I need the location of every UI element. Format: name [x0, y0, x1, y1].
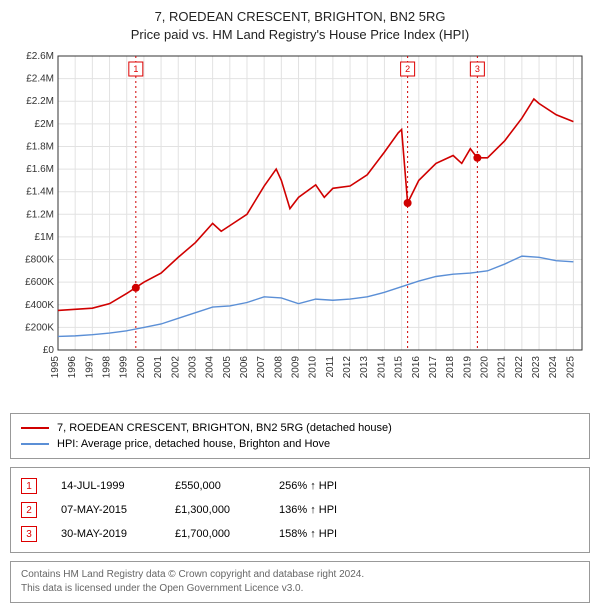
- svg-text:2015: 2015: [394, 356, 405, 379]
- title-line-2: Price paid vs. HM Land Registry's House …: [10, 26, 590, 44]
- svg-text:2006: 2006: [239, 356, 250, 379]
- svg-text:1999: 1999: [119, 356, 130, 379]
- svg-text:2009: 2009: [291, 356, 302, 379]
- svg-text:£1.8M: £1.8M: [26, 142, 54, 153]
- svg-text:1995: 1995: [50, 356, 61, 379]
- svg-text:2023: 2023: [531, 356, 542, 379]
- svg-text:2000: 2000: [136, 356, 147, 379]
- svg-text:1996: 1996: [67, 356, 78, 379]
- svg-text:£600K: £600K: [25, 278, 54, 289]
- svg-text:£2.2M: £2.2M: [26, 97, 54, 108]
- svg-text:£1.6M: £1.6M: [26, 164, 54, 175]
- legend-item: HPI: Average price, detached house, Brig…: [21, 436, 579, 452]
- svg-text:2002: 2002: [170, 356, 181, 379]
- svg-text:2021: 2021: [497, 356, 508, 379]
- svg-text:£1.2M: £1.2M: [26, 210, 54, 221]
- svg-text:2019: 2019: [462, 356, 473, 379]
- tx-hpi: 256% ↑ HPI: [279, 480, 379, 492]
- svg-text:£2.6M: £2.6M: [26, 51, 54, 62]
- svg-text:1997: 1997: [84, 356, 95, 379]
- tx-marker: 3: [21, 526, 37, 542]
- svg-text:2025: 2025: [565, 356, 576, 379]
- svg-text:£0: £0: [43, 345, 55, 356]
- tx-marker: 2: [21, 502, 37, 518]
- tx-date: 07-MAY-2015: [61, 504, 151, 516]
- chart-area: £0 £200K £400K £600K £800K £1M £1.2M £1.4M £1.6M…: [10, 50, 590, 405]
- footer-line: This data is licensed under the Open Gov…: [21, 582, 579, 596]
- svg-text:£2.4M: £2.4M: [26, 74, 54, 85]
- svg-text:2: 2: [405, 64, 410, 74]
- svg-text:£400K: £400K: [25, 300, 54, 311]
- legend-item: 7, ROEDEAN CRESCENT, BRIGHTON, BN2 5RG (…: [21, 420, 579, 436]
- footer-line: Contains HM Land Registry data © Crown c…: [21, 568, 579, 582]
- svg-text:2010: 2010: [308, 356, 319, 379]
- svg-text:2008: 2008: [273, 356, 284, 379]
- tx-date: 14-JUL-1999: [61, 480, 151, 492]
- svg-text:2001: 2001: [153, 356, 164, 379]
- svg-text:2012: 2012: [342, 356, 353, 379]
- table-row: 1 14-JUL-1999 £550,000 256% ↑ HPI: [21, 474, 579, 498]
- svg-text:2017: 2017: [428, 356, 439, 379]
- svg-text:2020: 2020: [480, 356, 491, 379]
- table-row: 3 30-MAY-2019 £1,700,000 158% ↑ HPI: [21, 522, 579, 546]
- svg-text:2005: 2005: [222, 356, 233, 379]
- svg-text:1998: 1998: [102, 356, 113, 379]
- legend-label: 7, ROEDEAN CRESCENT, BRIGHTON, BN2 5RG (…: [57, 422, 392, 434]
- tx-date: 30-MAY-2019: [61, 528, 151, 540]
- svg-text:£800K: £800K: [25, 255, 54, 266]
- tx-hpi: 136% ↑ HPI: [279, 504, 379, 516]
- footer: Contains HM Land Registry data © Crown c…: [10, 561, 590, 603]
- transactions-table: 1 14-JUL-1999 £550,000 256% ↑ HPI 2 07-M…: [10, 467, 590, 553]
- svg-text:1: 1: [133, 64, 138, 74]
- svg-text:£1.4M: £1.4M: [26, 187, 54, 198]
- svg-text:2016: 2016: [411, 356, 422, 379]
- svg-text:2004: 2004: [205, 356, 216, 379]
- svg-text:2024: 2024: [548, 356, 559, 379]
- chart-container: 7, ROEDEAN CRESCENT, BRIGHTON, BN2 5RG P…: [0, 0, 600, 613]
- svg-text:2014: 2014: [376, 356, 387, 379]
- line-chart-svg: £0 £200K £400K £600K £800K £1M £1.2M £1.4M £1.6M…: [10, 50, 590, 405]
- svg-text:£200K: £200K: [25, 323, 54, 334]
- legend-swatch: [21, 443, 49, 445]
- tx-price: £1,300,000: [175, 504, 255, 516]
- svg-text:£1M: £1M: [35, 232, 54, 243]
- tx-price: £1,700,000: [175, 528, 255, 540]
- tx-price: £550,000: [175, 480, 255, 492]
- svg-text:2011: 2011: [325, 356, 336, 378]
- table-row: 2 07-MAY-2015 £1,300,000 136% ↑ HPI: [21, 498, 579, 522]
- svg-text:2003: 2003: [187, 356, 198, 379]
- legend-swatch: [21, 427, 49, 429]
- tx-marker: 1: [21, 478, 37, 494]
- svg-text:£2M: £2M: [35, 119, 54, 130]
- legend-label: HPI: Average price, detached house, Brig…: [57, 438, 330, 450]
- svg-text:2022: 2022: [514, 356, 525, 379]
- svg-text:3: 3: [475, 64, 480, 74]
- svg-text:2007: 2007: [256, 356, 267, 379]
- svg-text:2018: 2018: [445, 356, 456, 379]
- svg-text:2013: 2013: [359, 356, 370, 379]
- tx-hpi: 158% ↑ HPI: [279, 528, 379, 540]
- title-line-1: 7, ROEDEAN CRESCENT, BRIGHTON, BN2 5RG: [10, 8, 590, 26]
- legend: 7, ROEDEAN CRESCENT, BRIGHTON, BN2 5RG (…: [10, 413, 590, 459]
